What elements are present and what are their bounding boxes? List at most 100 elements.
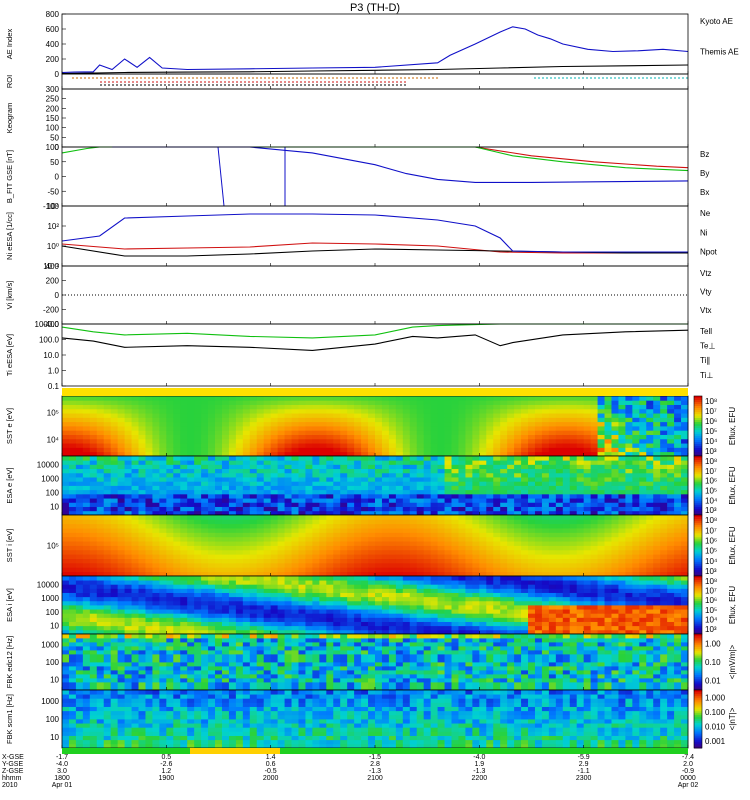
esa_i-heat-cell <box>458 584 466 589</box>
esa_i-heat-cell <box>263 621 272 627</box>
sst_e-heat-cell <box>514 443 522 448</box>
sst_e-heat-cell <box>479 417 487 423</box>
esa_i-heat-cell <box>298 617 306 622</box>
esa_e-heat-cell <box>590 468 598 474</box>
sst_e-heat-cell <box>667 426 675 431</box>
sst_i-heat-cell <box>242 562 251 568</box>
sst_i-heat-cell <box>242 532 251 538</box>
sst_i-heat-cell <box>590 515 598 520</box>
sst_i-heat-cell <box>215 519 223 525</box>
esa_i-heat-cell <box>354 605 362 610</box>
esa_i-heat-cell <box>159 617 167 622</box>
esa_e-heat-cell <box>215 502 223 507</box>
sst_i-heat-cell <box>256 549 265 555</box>
b_fit-series-line <box>61 146 689 172</box>
esa_e-heat-cell <box>618 506 626 512</box>
sst_i-heat-cell <box>215 523 223 529</box>
sst_e-heat-cell <box>228 417 237 423</box>
esa_e-heat-cell <box>124 468 132 474</box>
sst_e-heat-cell <box>340 438 348 444</box>
sst_i-heat-cell <box>124 567 132 573</box>
esa_e-heat-cell <box>458 464 466 470</box>
sst_i-heat-cell <box>354 562 362 568</box>
esa_e-heat-cell <box>187 472 195 478</box>
sst_i-heat-cell <box>395 567 404 573</box>
sst_i-heat-cell <box>256 519 265 525</box>
sst_e-heat-cell <box>152 413 160 418</box>
sst_i-heat-cell <box>451 558 459 564</box>
esa_e-heat-cell <box>340 485 348 491</box>
sst_e-heat-cell <box>187 421 195 427</box>
sst_e-heat-cell <box>215 438 223 444</box>
esa_e-heat-cell <box>110 472 119 478</box>
esa_e-heat-cell <box>256 489 265 495</box>
sst_e-heat-cell <box>409 408 418 414</box>
esa_i-heat-cell <box>180 621 188 627</box>
sst_e-heat-cell <box>361 417 369 423</box>
sst_e-heat-cell <box>472 447 480 453</box>
esa_i-heat-cell <box>124 592 132 598</box>
sst_i-heat-cell <box>354 532 362 538</box>
esa_i-heat-cell <box>298 613 306 618</box>
sst_i-heat-cell <box>124 549 132 555</box>
sst_e-heat-cell <box>110 396 119 401</box>
esa_e-heat-cell <box>333 472 341 478</box>
sst_i-heat-cell <box>534 515 543 520</box>
sst_e-heat-cell <box>632 408 640 414</box>
sst_e-heat-cell <box>430 451 438 457</box>
esa_e-heat-cell <box>381 506 390 512</box>
sst_e-heat-cell <box>256 451 265 457</box>
esa_i-heat-cell <box>103 625 112 631</box>
sst_i-heat-cell <box>194 523 202 529</box>
sst_e-heat-cell <box>465 443 473 448</box>
sst_e-heat-cell <box>277 396 285 401</box>
sst_i-heat-cell <box>528 567 536 573</box>
sst_i-heat-cell <box>368 532 376 538</box>
esa_i-heat-cell <box>228 580 237 585</box>
sst_e-heat-cell <box>284 421 292 427</box>
sst_i-heat-cell <box>465 549 473 555</box>
sst_i-heat-cell <box>409 562 418 568</box>
esa_e-heat-cell <box>312 489 320 495</box>
esa_e-heat-cell <box>256 485 265 491</box>
esa_i-heat-cell <box>173 576 181 581</box>
esa_e-heat-cell <box>159 498 167 503</box>
sst_i-heat-cell <box>479 549 487 555</box>
esa_i-heat-cell <box>305 629 313 635</box>
esa_e-heat-cell <box>249 498 258 503</box>
esa_e-heat-cell <box>375 493 383 499</box>
sst_i-heat-cell <box>305 519 313 525</box>
esa_e-heat-cell <box>305 510 313 516</box>
esa_e-heat-cell <box>298 468 306 474</box>
esa_i-heat-cell <box>437 625 445 631</box>
sst_e-heat-cell <box>541 426 550 431</box>
sst_i-heat-cell <box>632 532 640 538</box>
sst_e-heat-cell <box>507 426 515 431</box>
sst_e-heat-cell <box>646 443 654 448</box>
sst_i-heat-cell <box>486 536 494 542</box>
esa_e-heat-cell <box>180 477 188 482</box>
sst_i-heat-cell <box>653 558 661 564</box>
sst_i-heat-cell <box>103 515 112 520</box>
sst_e-heat-cell <box>103 438 112 444</box>
sst_i-heat-cell <box>75 519 84 525</box>
esa_e-heat-cell <box>138 506 146 512</box>
esa_e-colorbar-segment <box>694 459 702 463</box>
sst_i-heat-cell <box>562 541 571 546</box>
sst_e-heat-cell <box>639 396 647 401</box>
sst_i-heat-cell <box>221 554 230 559</box>
esa_e-heat-cell <box>131 468 139 474</box>
esa_i-heat-cell <box>201 629 209 635</box>
sst_e-heat-cell <box>221 430 230 435</box>
esa_e-heat-cell <box>326 472 334 478</box>
sst_e-heat-cell <box>507 430 515 435</box>
sst_e-heat-cell <box>479 426 487 431</box>
esa_e-heat-cell <box>660 506 668 512</box>
b_fit-series-line <box>112 146 689 183</box>
sst_e-heat-cell <box>312 400 320 405</box>
sst_i-heat-cell <box>576 571 585 577</box>
sst_i-heat-cell <box>555 541 564 546</box>
sst_i-heat-cell <box>270 558 279 564</box>
esa_i-heat-cell <box>62 584 70 589</box>
